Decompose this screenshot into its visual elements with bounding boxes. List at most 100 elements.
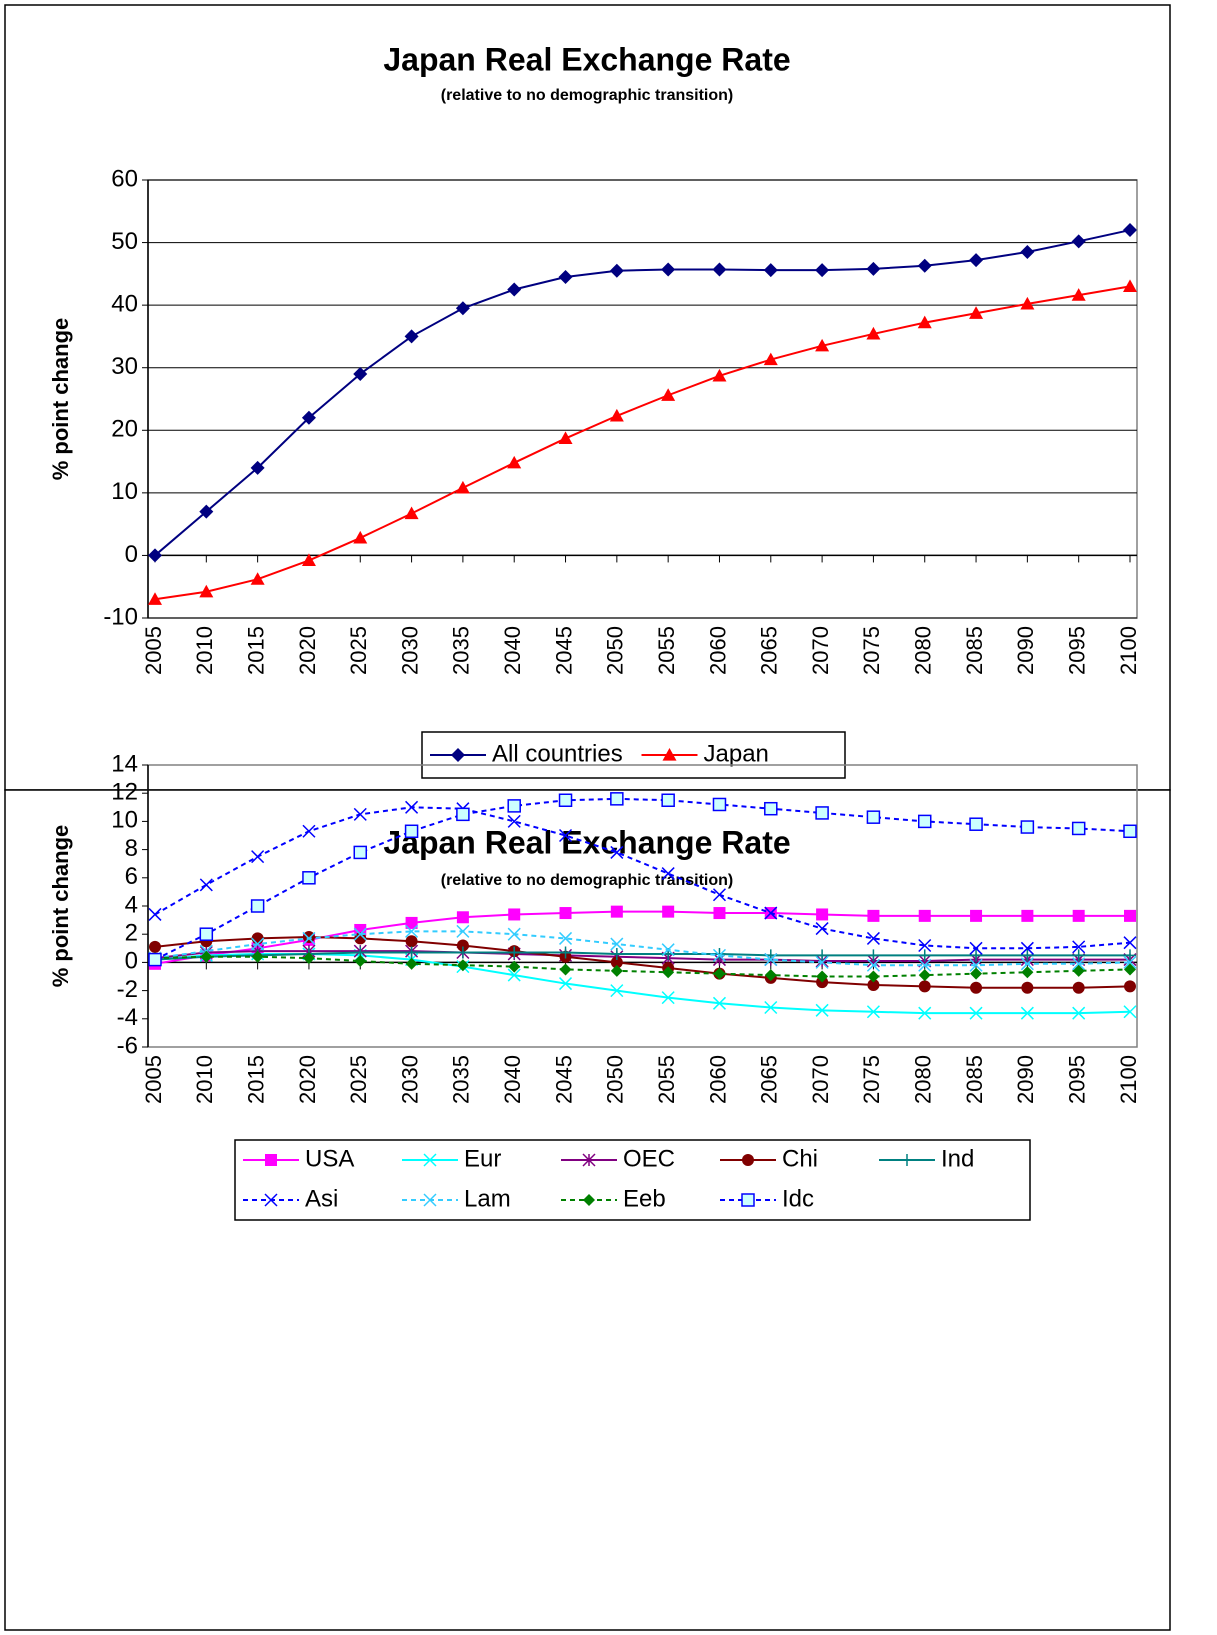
marker — [712, 797, 727, 812]
marker — [969, 958, 983, 972]
legend-label: Eeb — [623, 1185, 666, 1212]
marker — [969, 817, 983, 831]
y-tick-label: -6 — [117, 1032, 138, 1059]
marker — [455, 480, 470, 494]
marker — [354, 932, 367, 945]
marker — [1072, 981, 1085, 994]
marker — [610, 937, 624, 951]
marker — [764, 953, 778, 967]
marker — [764, 969, 777, 982]
y-tick-label: 8 — [125, 835, 138, 862]
marker — [917, 315, 932, 329]
marker — [456, 939, 469, 952]
y-tick-label: 0 — [125, 541, 138, 568]
x-tick-label: 2025 — [346, 626, 371, 675]
marker — [764, 906, 778, 920]
legend-label: Chi — [782, 1145, 818, 1172]
marker — [353, 845, 368, 860]
x-tick-label: 2080 — [911, 1055, 936, 1104]
marker — [251, 850, 265, 864]
marker — [508, 908, 521, 921]
marker — [353, 807, 367, 821]
marker — [610, 984, 624, 998]
marker — [610, 947, 623, 960]
x-tick-label: 2040 — [500, 1055, 525, 1104]
marker — [148, 952, 162, 967]
x-tick-label: 2065 — [757, 626, 782, 675]
marker — [867, 978, 880, 991]
marker — [661, 388, 676, 401]
marker — [558, 828, 573, 843]
marker — [405, 924, 419, 938]
marker — [200, 950, 213, 963]
series-line — [154, 930, 1131, 967]
marker — [918, 980, 931, 993]
marker — [1124, 980, 1136, 993]
marker — [251, 937, 265, 951]
x-tick-label: 2100 — [1116, 626, 1141, 675]
marker — [1072, 940, 1086, 954]
marker — [148, 548, 162, 563]
marker — [302, 931, 316, 945]
marker — [1020, 820, 1035, 834]
marker — [661, 262, 676, 277]
marker — [353, 366, 368, 381]
legend-label: OEC — [623, 1145, 675, 1172]
marker — [559, 946, 572, 959]
x-tick-label: 2040 — [500, 626, 525, 675]
marker — [250, 899, 265, 913]
marker — [610, 964, 623, 977]
legend-label: Japan — [704, 740, 769, 767]
marker — [1021, 949, 1034, 962]
marker — [1072, 964, 1085, 977]
marker — [1020, 296, 1035, 310]
marker — [1071, 821, 1086, 836]
y-tick-label: 10 — [111, 807, 138, 834]
marker — [559, 907, 572, 920]
marker — [1021, 981, 1034, 994]
marker — [609, 263, 624, 278]
marker — [918, 949, 931, 962]
legend-marker — [662, 748, 677, 761]
marker — [866, 261, 881, 276]
legend-marker — [583, 1194, 595, 1206]
marker — [199, 584, 214, 598]
chart-subtitle: (relative to no demographic transition) — [441, 872, 733, 889]
legend-marker — [264, 1193, 278, 1207]
marker — [455, 301, 470, 316]
x-tick-label: 2010 — [192, 626, 217, 675]
x-tick-label: 2045 — [551, 1055, 576, 1104]
y-tick-label: 4 — [125, 891, 138, 918]
marker — [1072, 949, 1085, 962]
x-tick-label: 2030 — [397, 626, 422, 675]
marker — [404, 329, 419, 344]
marker — [867, 909, 880, 922]
y-tick-label: 2 — [125, 920, 138, 947]
marker — [1021, 909, 1034, 922]
marker — [918, 969, 931, 982]
marker — [508, 946, 521, 959]
marker — [610, 956, 623, 969]
marker — [456, 911, 469, 924]
marker — [354, 923, 367, 936]
x-tick-label: 2050 — [603, 1055, 628, 1104]
marker — [866, 810, 881, 824]
marker — [1124, 909, 1136, 922]
marker — [1072, 909, 1085, 922]
marker — [405, 935, 418, 948]
marker — [558, 977, 573, 991]
marker — [250, 572, 265, 585]
marker — [404, 506, 419, 520]
legend-label: USA — [305, 1145, 354, 1172]
marker — [712, 948, 727, 962]
y-tick-label: -4 — [117, 1004, 138, 1031]
marker — [712, 368, 727, 382]
x-tick-label: 2070 — [808, 1055, 833, 1104]
marker — [1072, 957, 1086, 971]
y-tick-label: 14 — [111, 750, 138, 777]
marker — [507, 282, 522, 297]
marker — [1020, 1006, 1034, 1020]
marker — [199, 504, 214, 519]
marker — [763, 352, 778, 366]
